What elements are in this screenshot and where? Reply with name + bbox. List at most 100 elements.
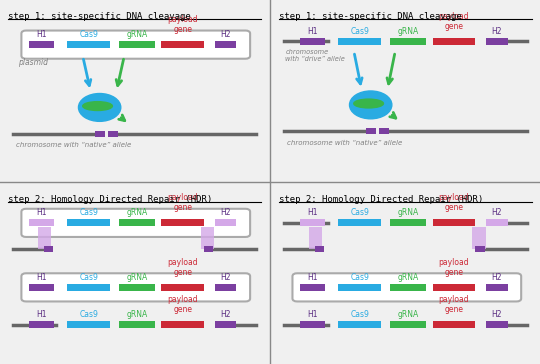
- Text: payload
gene: payload gene: [438, 258, 469, 277]
- Text: payload
gene: payload gene: [167, 295, 198, 314]
- FancyBboxPatch shape: [29, 321, 55, 328]
- FancyBboxPatch shape: [119, 41, 155, 48]
- FancyBboxPatch shape: [300, 321, 326, 328]
- Text: H1: H1: [36, 310, 47, 319]
- FancyBboxPatch shape: [486, 321, 508, 328]
- FancyBboxPatch shape: [215, 321, 237, 328]
- Text: H1: H1: [36, 273, 47, 282]
- FancyBboxPatch shape: [29, 41, 55, 48]
- FancyBboxPatch shape: [472, 227, 485, 249]
- FancyBboxPatch shape: [22, 209, 250, 237]
- FancyBboxPatch shape: [390, 219, 426, 226]
- FancyBboxPatch shape: [161, 321, 204, 328]
- FancyBboxPatch shape: [433, 321, 475, 328]
- FancyBboxPatch shape: [300, 37, 326, 45]
- Text: payload
gene: payload gene: [167, 194, 198, 212]
- FancyBboxPatch shape: [486, 284, 508, 291]
- Text: Cas9: Cas9: [350, 310, 369, 319]
- Text: Cas9: Cas9: [350, 273, 369, 282]
- FancyBboxPatch shape: [22, 31, 250, 59]
- Text: Cas9: Cas9: [79, 273, 98, 282]
- FancyBboxPatch shape: [29, 284, 55, 291]
- FancyBboxPatch shape: [433, 284, 475, 291]
- FancyBboxPatch shape: [161, 284, 204, 291]
- Text: gRNA: gRNA: [126, 208, 147, 217]
- Ellipse shape: [83, 102, 112, 111]
- Text: gRNA: gRNA: [397, 273, 418, 282]
- FancyBboxPatch shape: [486, 219, 508, 226]
- FancyBboxPatch shape: [315, 246, 325, 252]
- Text: H1: H1: [36, 208, 47, 217]
- Text: H2: H2: [220, 273, 231, 282]
- FancyBboxPatch shape: [22, 273, 250, 301]
- Text: Cas9: Cas9: [350, 208, 369, 217]
- Text: step 2: Homology Directed Repair (HDR): step 2: Homology Directed Repair (HDR): [8, 195, 212, 204]
- Text: step 1: site-specific DNA cleavage: step 1: site-specific DNA cleavage: [279, 12, 462, 21]
- FancyBboxPatch shape: [300, 219, 326, 226]
- Text: H1: H1: [36, 30, 47, 39]
- Text: gRNA: gRNA: [397, 208, 418, 217]
- Text: H2: H2: [491, 273, 502, 282]
- Text: gRNA: gRNA: [126, 310, 147, 319]
- FancyBboxPatch shape: [300, 284, 326, 291]
- FancyBboxPatch shape: [44, 246, 53, 252]
- FancyBboxPatch shape: [390, 284, 426, 291]
- FancyBboxPatch shape: [67, 321, 110, 328]
- FancyBboxPatch shape: [67, 219, 110, 226]
- FancyBboxPatch shape: [475, 246, 484, 252]
- Text: gRNA: gRNA: [397, 27, 418, 36]
- FancyBboxPatch shape: [486, 37, 508, 45]
- FancyBboxPatch shape: [215, 284, 237, 291]
- Circle shape: [78, 94, 121, 121]
- FancyBboxPatch shape: [433, 219, 475, 226]
- Text: H1: H1: [307, 310, 318, 319]
- Text: H2: H2: [220, 310, 231, 319]
- FancyBboxPatch shape: [309, 227, 322, 249]
- Text: H2: H2: [220, 208, 231, 217]
- FancyBboxPatch shape: [67, 41, 110, 48]
- FancyBboxPatch shape: [95, 131, 105, 137]
- FancyBboxPatch shape: [338, 37, 381, 45]
- Text: step 2: Homology Directed Repair (HDR): step 2: Homology Directed Repair (HDR): [279, 195, 483, 204]
- Text: payload
gene: payload gene: [167, 15, 198, 34]
- Text: payload
gene: payload gene: [438, 12, 469, 31]
- Text: H2: H2: [491, 310, 502, 319]
- Text: payload
gene: payload gene: [438, 295, 469, 314]
- FancyBboxPatch shape: [119, 219, 155, 226]
- Text: H2: H2: [491, 27, 502, 36]
- FancyBboxPatch shape: [366, 128, 376, 134]
- FancyBboxPatch shape: [390, 37, 426, 45]
- FancyBboxPatch shape: [161, 219, 204, 226]
- FancyBboxPatch shape: [161, 41, 204, 48]
- Text: gRNA: gRNA: [397, 310, 418, 319]
- FancyBboxPatch shape: [119, 321, 155, 328]
- Text: step 1: site-specific DNA cleavage: step 1: site-specific DNA cleavage: [8, 12, 191, 21]
- FancyBboxPatch shape: [108, 131, 118, 137]
- FancyBboxPatch shape: [390, 321, 426, 328]
- FancyBboxPatch shape: [201, 227, 214, 249]
- FancyBboxPatch shape: [119, 284, 155, 291]
- FancyBboxPatch shape: [215, 219, 237, 226]
- Text: payload
gene: payload gene: [167, 258, 198, 277]
- Text: H2: H2: [220, 30, 231, 39]
- FancyBboxPatch shape: [338, 219, 381, 226]
- Text: chromosome
with “drive” allele: chromosome with “drive” allele: [286, 49, 346, 62]
- Text: payload
gene: payload gene: [438, 194, 469, 212]
- Text: Cas9: Cas9: [350, 27, 369, 36]
- FancyBboxPatch shape: [204, 246, 213, 252]
- Text: Cas9: Cas9: [79, 30, 98, 39]
- Ellipse shape: [354, 99, 383, 108]
- Text: chromosome with “native” allele: chromosome with “native” allele: [287, 140, 402, 146]
- FancyBboxPatch shape: [338, 321, 381, 328]
- FancyBboxPatch shape: [293, 273, 521, 301]
- FancyBboxPatch shape: [338, 284, 381, 291]
- Text: gRNA: gRNA: [126, 30, 147, 39]
- Text: H1: H1: [307, 208, 318, 217]
- Text: Cas9: Cas9: [79, 208, 98, 217]
- FancyBboxPatch shape: [67, 284, 110, 291]
- Text: H1: H1: [307, 27, 318, 36]
- FancyBboxPatch shape: [38, 227, 51, 249]
- FancyBboxPatch shape: [215, 41, 237, 48]
- Text: gRNA: gRNA: [126, 273, 147, 282]
- Circle shape: [349, 91, 392, 119]
